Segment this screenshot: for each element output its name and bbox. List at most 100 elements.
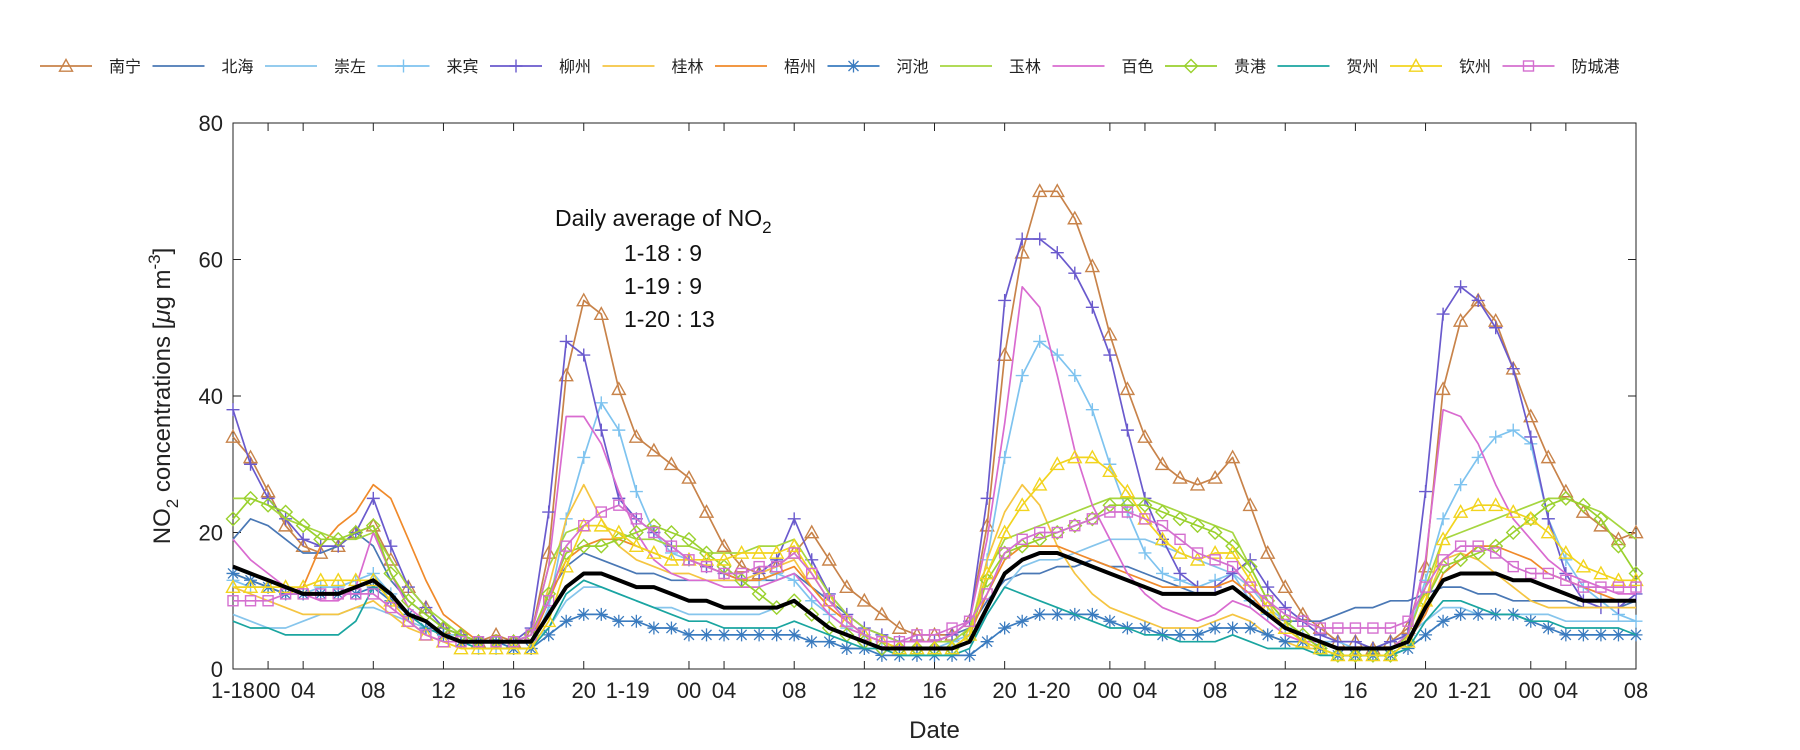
data-point [1260, 545, 1276, 559]
data-point [1382, 647, 1399, 662]
data-point [577, 450, 591, 464]
data-point [383, 551, 399, 566]
data-point [1610, 538, 1626, 554]
x-tick-label: 04 [291, 678, 315, 703]
x-tick-label: 20 [572, 678, 596, 703]
data-point [593, 538, 609, 554]
data-point [1540, 449, 1556, 464]
y-axis-title-unit: g m [149, 270, 176, 310]
data-point [665, 540, 678, 552]
legend-label: 贵港 [1234, 58, 1266, 76]
data-point [1016, 533, 1028, 546]
legend-label: 桂林 [672, 58, 704, 76]
legend-label: 百色 [1122, 58, 1154, 76]
data-point [788, 547, 800, 559]
data-point [365, 518, 381, 534]
data-point [243, 490, 259, 506]
data-point [751, 545, 767, 559]
data-point [244, 595, 257, 607]
y-tick-label: 0 [211, 657, 223, 682]
daily-average-annotation: Daily average of NO2 1-18 : 9 1-19 : 9 1… [555, 205, 772, 332]
data-point [1367, 622, 1379, 634]
data-point [1033, 232, 1047, 246]
data-point [262, 595, 274, 607]
data-point [577, 348, 591, 362]
data-point [1454, 607, 1468, 621]
data-point [225, 429, 241, 443]
data-point [1086, 513, 1099, 525]
annotation-line-1: 1-18 : 9 [624, 240, 702, 266]
data-point [1452, 312, 1469, 327]
legend-label: 梧州 [784, 58, 816, 76]
data-point [560, 540, 572, 552]
data-point [963, 615, 976, 627]
data-point [1120, 423, 1134, 437]
annotation-line-3: 1-20 : 13 [624, 306, 715, 332]
x-tick-label: 1-19 [606, 678, 650, 703]
data-point [400, 593, 416, 609]
data-point [786, 593, 802, 609]
data-point [1488, 497, 1504, 512]
data-point [1174, 533, 1186, 546]
data-point [578, 519, 590, 532]
data-point [805, 635, 819, 649]
data-point [348, 525, 364, 540]
data-point [1119, 483, 1136, 498]
data-point [770, 553, 784, 567]
x-tick-label: 20 [1413, 678, 1437, 703]
data-point [1226, 621, 1240, 635]
data-point [1069, 519, 1081, 532]
data-point [1610, 572, 1627, 587]
data-point [1332, 622, 1344, 634]
legend-item: 钦州 [1390, 58, 1491, 76]
data-point [1505, 525, 1521, 540]
data-point [1365, 647, 1381, 662]
data-point [717, 628, 731, 642]
data-point [663, 525, 679, 540]
data-point [1365, 647, 1381, 663]
data-point [700, 560, 713, 573]
data-point [1155, 504, 1170, 520]
data-point [1470, 497, 1486, 512]
legend-item: 梧州 [715, 58, 816, 76]
data-point [244, 457, 258, 471]
data-point [821, 551, 837, 566]
data-point [594, 423, 608, 437]
data-point [996, 524, 1013, 539]
x-tick-label: 00 [1519, 678, 1543, 703]
series-layer [225, 183, 1644, 663]
data-point [787, 573, 801, 587]
data-point [1575, 558, 1592, 573]
data-point [1278, 601, 1292, 615]
data-point [523, 640, 539, 655]
data-point [366, 491, 380, 505]
legend-item: 南宁 [40, 58, 141, 76]
data-point [1032, 476, 1048, 491]
data-point [1471, 293, 1485, 307]
data-point [1068, 266, 1082, 280]
data-point [1015, 232, 1029, 246]
legend-swatch-marker [58, 58, 74, 72]
data-point [1085, 300, 1099, 314]
data-point [630, 513, 643, 525]
data-point [330, 572, 346, 587]
data-point [453, 640, 469, 655]
data-point [559, 334, 573, 348]
data-point [891, 620, 908, 634]
data-point [663, 456, 680, 471]
data-point [1207, 545, 1223, 559]
data-point [1312, 640, 1329, 655]
series-11 [232, 579, 1637, 657]
y-axis-title-sup: -3 [145, 254, 164, 269]
legend-swatch-marker [1522, 60, 1535, 72]
data-point [1173, 628, 1187, 642]
data-point [470, 640, 487, 655]
data-point [576, 292, 592, 307]
data-point [611, 524, 627, 539]
legend-swatch-marker [397, 59, 410, 73]
x-tick-label: 12 [1273, 678, 1297, 703]
data-point [716, 538, 732, 553]
series-line [232, 551, 1636, 651]
data-point [367, 588, 379, 600]
data-point [1226, 566, 1240, 580]
